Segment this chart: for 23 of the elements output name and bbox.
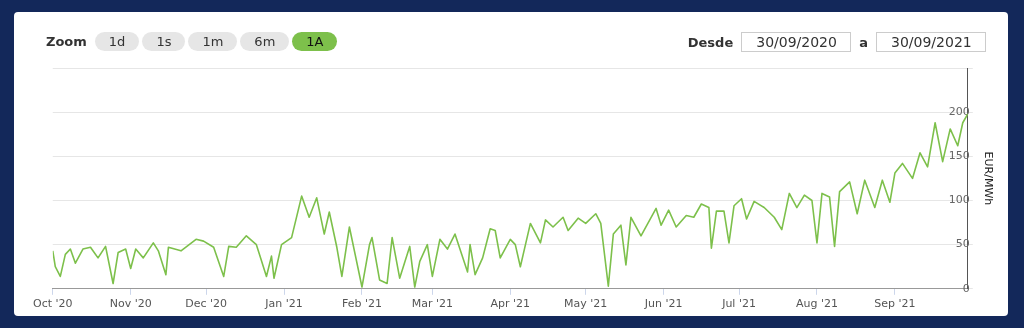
- text: 1s: [142, 32, 186, 51]
- x-tick-label: Mar '21: [411, 297, 453, 311]
- x-tick-label: Jul '21: [721, 297, 756, 311]
- text: 30/09/2020: [741, 32, 852, 52]
- x-tick-label: Feb '21: [341, 297, 382, 311]
- x-tick-label: May '21: [564, 297, 608, 311]
- text: 1d: [94, 32, 140, 51]
- x-tick-label: Dec '20: [185, 297, 228, 311]
- text: 1m: [188, 32, 238, 51]
- y-axis-title: EUR/MWh: [981, 151, 995, 206]
- text: 30/09/2021: [876, 32, 986, 52]
- x-tick-label: Jan '21: [264, 297, 303, 311]
- x-tick-label: Sep '21: [874, 297, 916, 311]
- x-tick-label: Jun '21: [643, 297, 683, 311]
- x-tick-label: Nov '20: [109, 297, 152, 311]
- text: a: [859, 35, 868, 50]
- text: Zoom: [46, 34, 87, 49]
- x-tick-label: Aug '21: [795, 297, 838, 311]
- text: 1A: [292, 32, 338, 51]
- text: 6m: [240, 32, 290, 51]
- text: Desde: [687, 35, 734, 50]
- x-tick-label: Apr '21: [490, 297, 531, 311]
- x-tick-label: Oct '20: [32, 297, 73, 311]
